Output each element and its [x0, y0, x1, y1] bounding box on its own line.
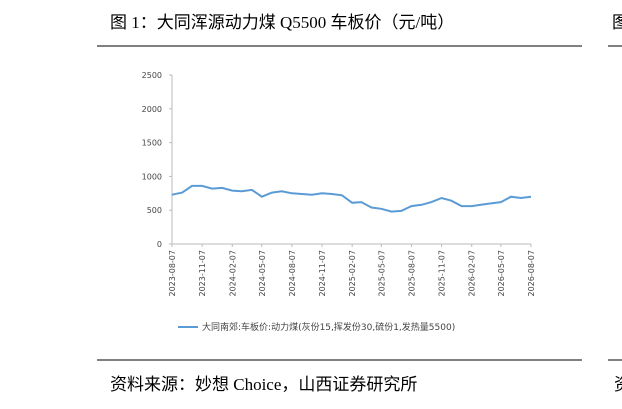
- x-tick-label: 2023-11-07: [198, 250, 207, 297]
- side-title: 图: [612, 13, 622, 32]
- x-tick-label: 2025-11-07: [438, 250, 447, 297]
- x-tick-label: 2025-02-07: [348, 250, 357, 297]
- figure-title: 图 1：大同浑源动力煤 Q5500 车板价（元/吨）: [110, 13, 454, 32]
- x-tick-label: 2024-11-07: [318, 250, 327, 297]
- y-tick-label: 2000: [142, 105, 162, 114]
- x-tick-label: 2026-02-07: [468, 250, 477, 297]
- y-tick-label: 500: [147, 206, 162, 215]
- x-tick-label: 2026-05-07: [497, 250, 506, 297]
- side-source: 资: [614, 375, 622, 394]
- x-tick-label: 2025-08-07: [407, 250, 416, 297]
- y-tick-label: 0: [157, 240, 162, 249]
- legend-label: 大同南郊:车板价:动力煤(灰份15,挥发份30,硫份1,发热量5500): [202, 321, 455, 333]
- x-tick-label: 2024-05-07: [258, 250, 267, 297]
- y-tick-label: 2500: [142, 71, 162, 80]
- x-tick-label: 2023-08-07: [168, 250, 177, 297]
- x-tick-label: 2024-08-07: [288, 250, 297, 297]
- data-line: [171, 184, 532, 213]
- y-tick-label: 1500: [142, 139, 162, 148]
- y-tick-label: 1000: [142, 172, 162, 181]
- x-tick-label: 2026-08-07: [527, 250, 536, 297]
- x-tick-label: 2024-02-07: [228, 250, 237, 297]
- source-note: 资料来源：妙想 Choice，山西证券研究所: [110, 375, 417, 394]
- x-tick-label: 2025-05-07: [377, 250, 386, 297]
